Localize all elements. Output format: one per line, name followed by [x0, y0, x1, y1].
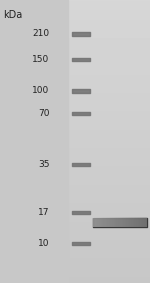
Text: kDa: kDa: [3, 10, 22, 20]
Text: 35: 35: [38, 160, 50, 169]
Text: 100: 100: [32, 86, 50, 95]
Text: 10: 10: [38, 239, 50, 248]
Bar: [0, 0, 68, 283]
Text: 70: 70: [38, 109, 50, 118]
Text: 150: 150: [32, 55, 50, 64]
Text: 210: 210: [32, 29, 50, 38]
Text: 17: 17: [38, 208, 50, 217]
